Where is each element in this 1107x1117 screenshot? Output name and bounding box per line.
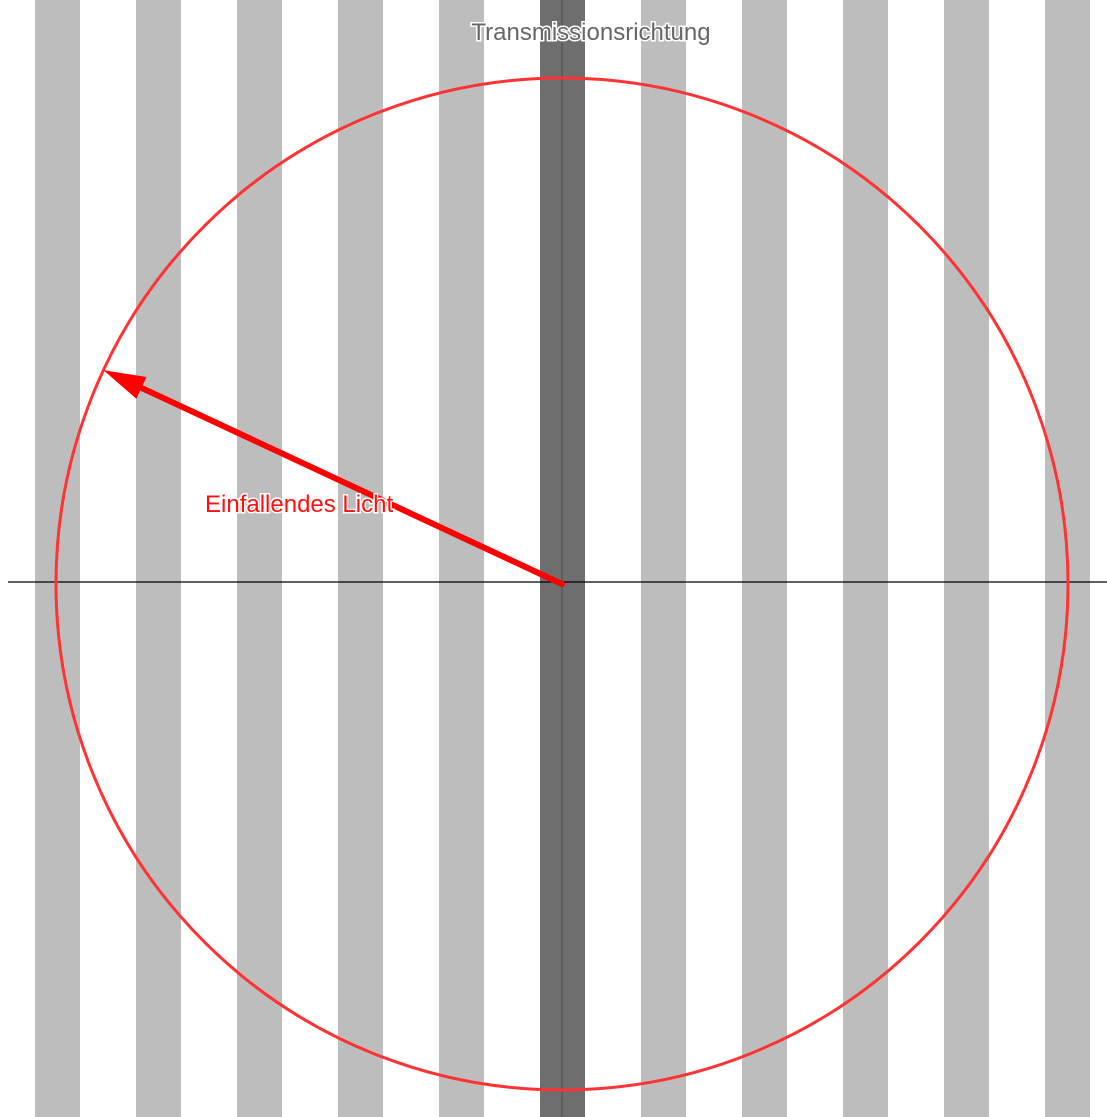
incident-light-arrow-head [103,370,147,399]
polarization-circle [54,76,1070,1092]
polarizer-stripe [742,0,787,1117]
polarizer-stripe [843,0,888,1117]
polarizer-stripe [439,0,484,1117]
polarizer-stripe [641,0,686,1117]
incident-light-label: Einfallendes Licht [205,491,393,518]
polarizer-stripe [338,0,383,1117]
transmission-direction-label: Transmissionsrichtung [471,19,710,46]
incident-light-arrow-shaft [134,383,565,587]
polarizer-stripe [237,0,282,1117]
polarizer-stripe [136,0,181,1117]
polarizer-stripe [944,0,989,1117]
polarizer-stripes [35,0,1090,1117]
